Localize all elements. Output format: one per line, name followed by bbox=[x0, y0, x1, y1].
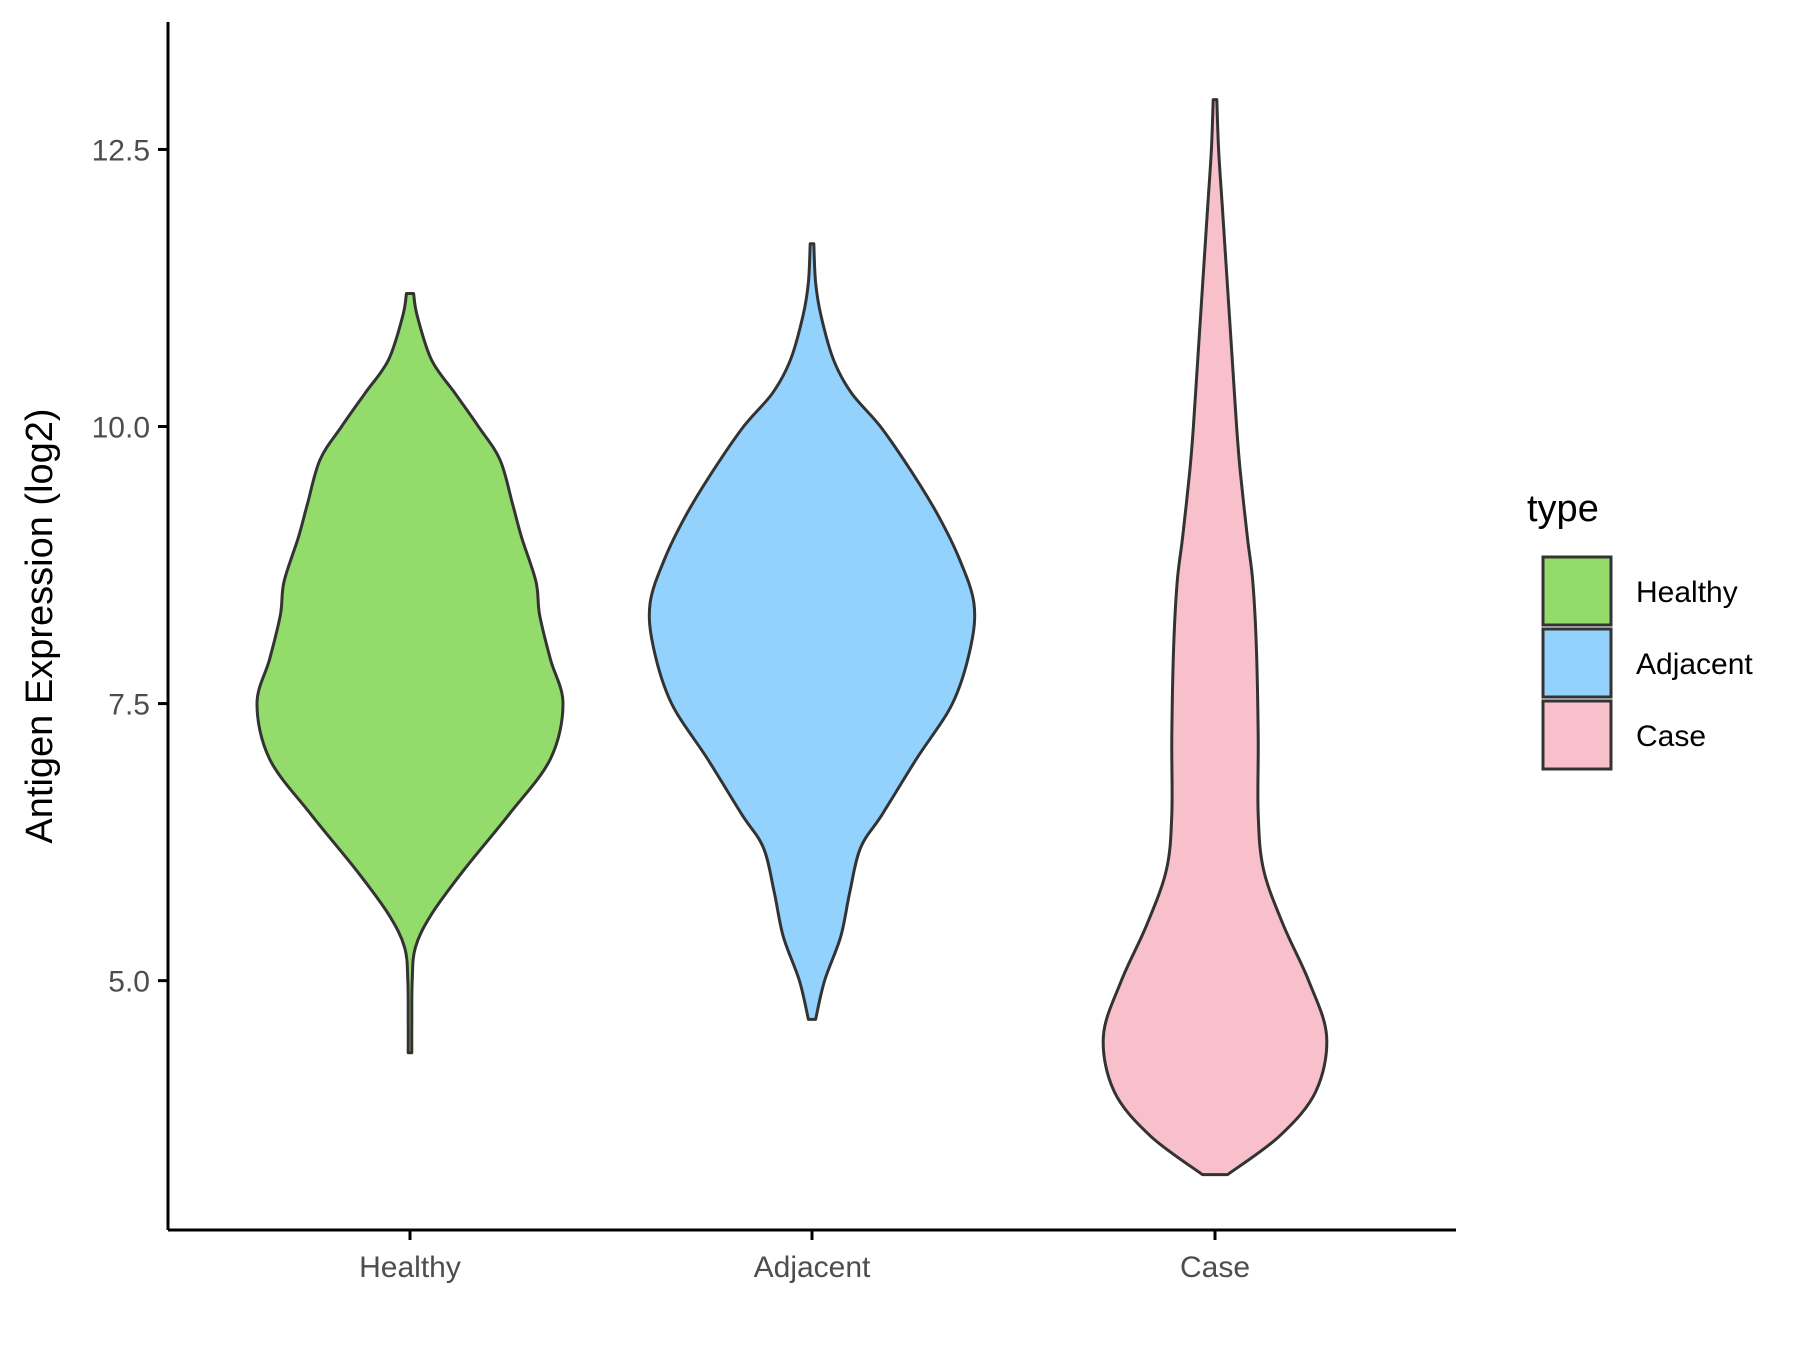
x-tick-label: Healthy bbox=[359, 1251, 461, 1284]
legend-key-case bbox=[1541, 699, 1613, 771]
y-ticks: 5.0 7.5 10.0 12.5 bbox=[92, 134, 168, 999]
violins bbox=[255, 98, 1329, 1177]
legend-key-adjacent bbox=[1541, 627, 1613, 699]
legend: type Healthy Adjacent Case bbox=[1527, 488, 1753, 771]
y-tick-label: 10.0 bbox=[92, 412, 150, 445]
legend-title: type bbox=[1527, 488, 1599, 530]
x-tick-label: Case bbox=[1180, 1251, 1250, 1284]
y-tick-label: 5.0 bbox=[108, 966, 150, 999]
y-axis-title: Antigen Expression (log2) bbox=[19, 408, 61, 843]
violin-case bbox=[1101, 98, 1329, 1177]
y-tick-label: 12.5 bbox=[92, 134, 150, 167]
x-ticks: Healthy Adjacent Case bbox=[359, 1230, 1250, 1284]
y-tick-label: 7.5 bbox=[108, 689, 150, 722]
legend-label-healthy: Healthy bbox=[1636, 576, 1738, 609]
violin-adjacent bbox=[647, 242, 977, 1021]
legend-entries: Healthy Adjacent Case bbox=[1541, 555, 1753, 771]
legend-key-healthy bbox=[1541, 555, 1613, 627]
x-tick-label: Adjacent bbox=[754, 1251, 871, 1284]
violin-healthy bbox=[255, 292, 565, 1055]
legend-label-case: Case bbox=[1636, 720, 1706, 753]
legend-label-adjacent: Adjacent bbox=[1636, 648, 1753, 681]
